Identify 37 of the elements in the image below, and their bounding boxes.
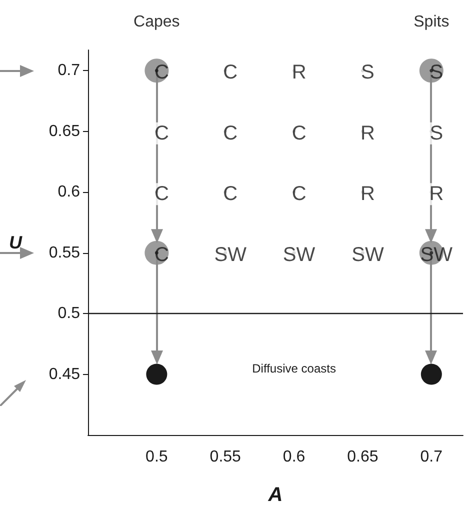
text: C: [292, 183, 306, 206]
point: [420, 364, 442, 385]
text: SW: [352, 244, 384, 266]
x-tick-label: 0.6: [282, 448, 306, 466]
series-label: S: [361, 62, 374, 84]
text: R: [292, 62, 306, 84]
y-axis-title: U: [9, 232, 23, 252]
y-tick-label: 0.55: [48, 244, 80, 262]
text: C: [223, 183, 238, 206]
text: C: [154, 122, 169, 144]
text: C: [223, 122, 238, 144]
point: [146, 364, 168, 385]
text: C: [223, 62, 238, 84]
x-axis-title: A: [267, 484, 283, 506]
y-tick-label: 0.65: [48, 122, 80, 140]
x-tick-label: 0.5: [146, 448, 168, 466]
x-tick-label: 0.65: [347, 448, 378, 466]
series-label: SW: [214, 244, 247, 266]
x-tick-label: 0.55: [210, 448, 242, 466]
y-tick-label: 0.45: [48, 366, 80, 383]
y-tick-label: 0.6: [58, 184, 80, 201]
y-tick-label: 0.7: [58, 62, 80, 80]
annotation: Diffusive coasts: [252, 361, 336, 376]
text: R: [360, 122, 375, 144]
text: Capes: [134, 14, 180, 30]
text: R: [429, 183, 444, 206]
text: C: [154, 62, 169, 84]
text: S: [430, 122, 444, 144]
series-label: C: [154, 183, 169, 206]
text: S: [430, 62, 444, 84]
text: Spits: [414, 14, 450, 30]
series-label: R: [360, 183, 375, 206]
x-tick-label: 0.7: [420, 448, 443, 466]
y-tick-label: 0.5: [58, 305, 80, 322]
text: C: [154, 244, 169, 266]
text: SW: [282, 244, 316, 266]
text: C: [292, 122, 306, 144]
